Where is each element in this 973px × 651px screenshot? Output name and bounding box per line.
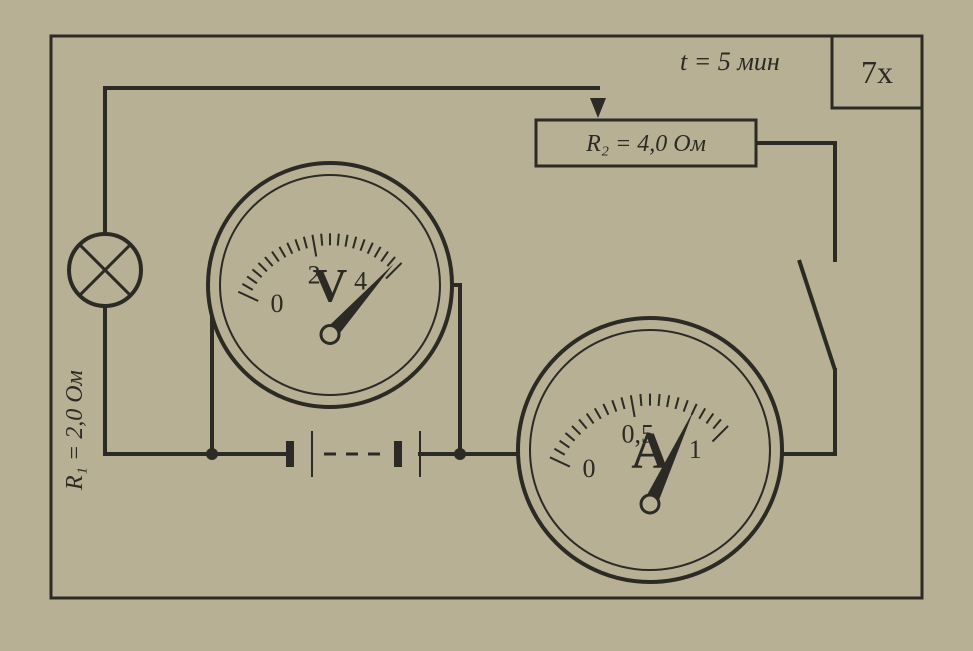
node-dot-icon — [206, 448, 218, 460]
voltmeter-letter: V — [313, 260, 348, 313]
ammeter: 00,51A — [518, 318, 782, 582]
voltmeter: 024V — [208, 163, 452, 407]
node-dot-icon — [454, 448, 466, 460]
resistor-r2-label: R₂ = 4,0 Ом — [585, 131, 706, 157]
ammeter-scale-label: 0 — [583, 454, 596, 483]
ammeter-pivot — [641, 495, 659, 513]
resistor-r1-label: R₁ = 2,0 Ом — [62, 370, 88, 491]
voltmeter-pivot — [321, 326, 339, 344]
time-label: t = 5 мин — [680, 47, 780, 76]
diagram-root: 7x t = 5 мин R₂ = 4,0 Ом R₁ = 2,0 Ом 024V 00,… — [0, 0, 973, 651]
corner-label: 7x — [861, 54, 893, 90]
voltmeter-scale-label: 0 — [270, 289, 283, 318]
ammeter-scale-label: 1 — [689, 435, 702, 464]
circuit-svg: 7x t = 5 мин R₂ = 4,0 Ом R₁ = 2,0 Ом 024V 00,… — [0, 0, 973, 651]
